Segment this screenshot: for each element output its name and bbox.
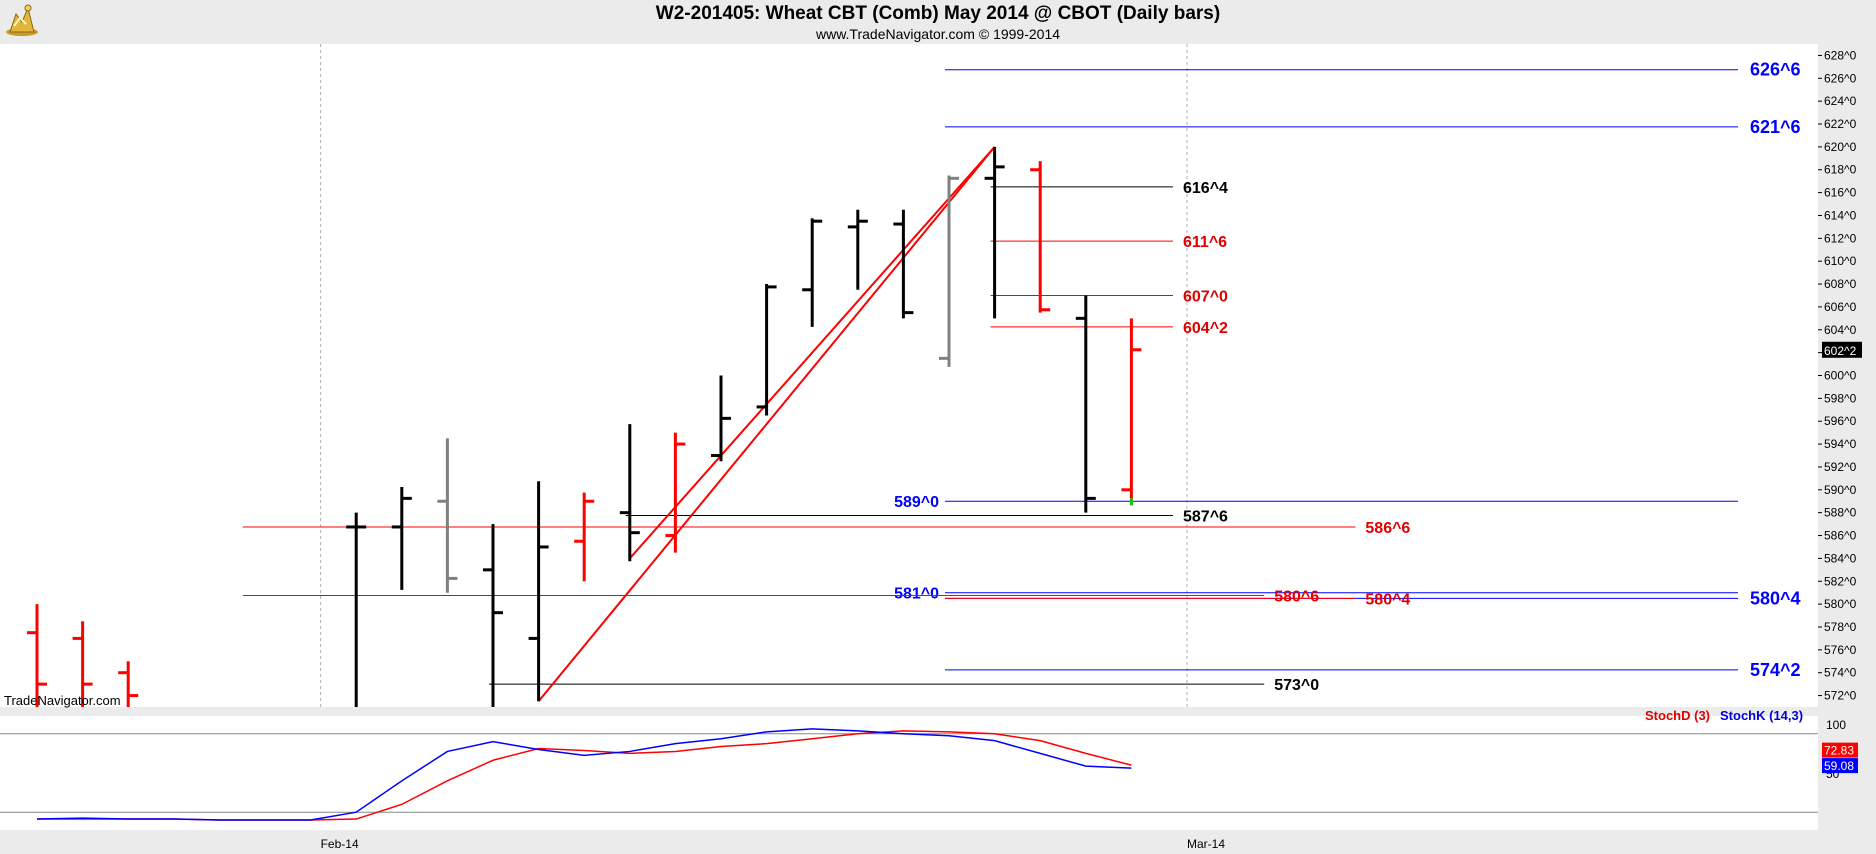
level-label: 626^6 (1750, 60, 1801, 80)
x-axis-label: Mar-14 (1187, 837, 1225, 851)
y-tick-label: 628^0 (1824, 48, 1857, 62)
plot-background (0, 44, 1818, 707)
stoch-d-value: 72.83 (1824, 744, 1854, 758)
level-label: 586^6 (1365, 520, 1410, 537)
trade-navigator-logo-icon (2, 2, 42, 43)
level-label: 611^6 (1183, 234, 1227, 251)
level-lines: 626^6 621^6 616^4 611^6 607^0 604^2 589^0 587^6… (242, 60, 1801, 694)
stoch-k-value: 59.08 (1824, 759, 1854, 773)
y-tick-label: 606^0 (1824, 300, 1857, 314)
y-tick-label: 592^0 (1824, 460, 1857, 474)
level-label: 587^6 (1183, 509, 1228, 526)
level-label: 604^2 (1183, 320, 1228, 337)
stoch-k-line (36, 728, 1132, 821)
level-label: 589^0 (894, 494, 939, 511)
ohlc-bar (893, 209, 914, 319)
ohlc-bar (574, 492, 595, 582)
y-tick-label: 572^0 (1824, 689, 1857, 703)
panel-separator (0, 710, 1818, 716)
y-tick-label: 608^0 (1824, 277, 1857, 291)
level-label: 580^6 (1274, 589, 1319, 606)
ohlc-bar (847, 209, 868, 290)
ohlc-bar (27, 604, 47, 707)
y-tick-label: 620^0 (1824, 140, 1857, 154)
level-label: 573^0 (1274, 677, 1319, 694)
ohlc-bar (391, 486, 412, 590)
stoch-tick-label: 100 (1826, 718, 1846, 732)
y-tick-label: 578^0 (1824, 620, 1857, 634)
y-tick-label: 604^0 (1824, 323, 1857, 337)
ohlc-bar (756, 284, 777, 416)
y-tick-label: 580^0 (1824, 597, 1857, 611)
y-tick-label: 594^0 (1824, 437, 1857, 451)
ohlc-bar (72, 621, 93, 707)
x-axis-label: Feb-14 (321, 837, 359, 851)
y-tick-label: 598^0 (1824, 391, 1857, 405)
ohlc-bar (483, 524, 503, 707)
level-label: 607^0 (1183, 288, 1228, 305)
ohlc-bar (1121, 318, 1142, 499)
y-tick-label: 600^0 (1824, 369, 1857, 383)
grid-lines (0, 44, 1818, 830)
trendline (537, 146, 996, 702)
y-tick-label: 584^0 (1824, 551, 1857, 565)
level-label: 574^2 (1750, 660, 1801, 680)
level-label: 621^6 (1750, 117, 1801, 137)
stoch-d-legend: StochD (3) (1645, 708, 1710, 723)
stoch-k-value-box (1822, 758, 1858, 774)
level-label: 616^4 (1183, 180, 1228, 197)
trendlines (537, 146, 996, 702)
y-tick-label: 588^0 (1824, 506, 1857, 520)
y-tick-label: 574^0 (1824, 666, 1857, 680)
level-label: 580^4 (1750, 588, 1801, 608)
y-tick-label: 582^0 (1824, 574, 1857, 588)
ohlc-bar (437, 438, 458, 593)
y-tick-label: 616^0 (1824, 186, 1857, 200)
y-tick-label: 626^0 (1824, 71, 1857, 85)
ohlc-bar (939, 175, 959, 367)
level-label: 580^4 (1365, 591, 1410, 608)
y-tick-label: 576^0 (1824, 643, 1857, 657)
y-tick-label: 612^0 (1824, 231, 1857, 245)
chart-subtitle: www.TradeNavigator.com © 1999-2014 (815, 26, 1061, 42)
level-label: 581^0 (894, 586, 939, 603)
watermark: TradeNavigator.com (4, 693, 121, 708)
y-tick-label: 624^0 (1824, 94, 1857, 108)
y-tick-label: 590^0 (1824, 483, 1857, 497)
date-axis: Feb-14 Mar-14 (321, 837, 1226, 851)
price-bars (27, 146, 1142, 707)
last-price-label: 602^2 (1824, 344, 1857, 358)
y-tick-label: 622^0 (1824, 117, 1857, 131)
ohlc-bar (1075, 295, 1096, 513)
y-tick-label: 610^0 (1824, 254, 1857, 268)
price-axis: 572^0 574^0 576^0 578^0 580^0 582^0 584^0 586^0… (1818, 48, 1862, 703)
ohlc-bar (1030, 161, 1051, 313)
ohlc-bar (984, 146, 1005, 319)
ohlc-bar (665, 432, 686, 553)
ohlc-bar (802, 218, 823, 327)
y-tick-label: 618^0 (1824, 163, 1857, 177)
y-tick-label: 586^0 (1824, 529, 1857, 543)
stoch-background (0, 716, 1818, 830)
last-price-box (1822, 341, 1862, 358)
stoch-d-value-box (1822, 742, 1858, 758)
chart-title: W2-201405: Wheat CBT (Comb) May 2014 @ C… (655, 3, 1221, 24)
ohlc-bar (711, 375, 731, 462)
y-tick-label: 614^0 (1824, 208, 1857, 222)
ohlc-bar (118, 661, 139, 707)
trendline (629, 146, 996, 560)
y-tick-label: 596^0 (1824, 414, 1857, 428)
stoch-k-legend: StochK (14,3) (1720, 708, 1803, 723)
ohlc-bar (528, 481, 549, 702)
ohlc-bar (619, 424, 640, 562)
ohlc-bar (346, 512, 367, 707)
